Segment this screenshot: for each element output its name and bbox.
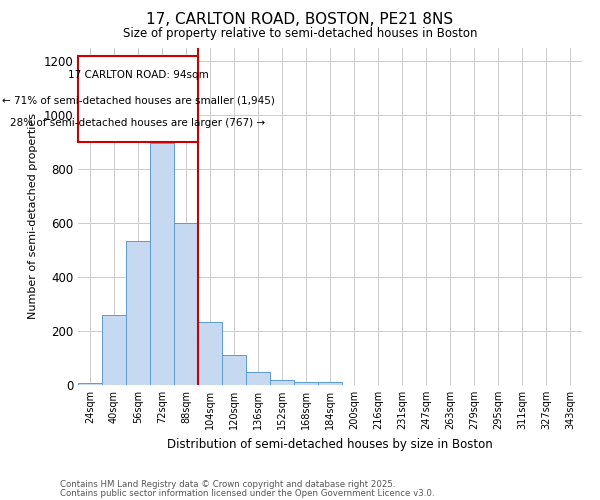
Text: Contains HM Land Registry data © Crown copyright and database right 2025.: Contains HM Land Registry data © Crown c… — [60, 480, 395, 489]
Text: 17, CARLTON ROAD, BOSTON, PE21 8NS: 17, CARLTON ROAD, BOSTON, PE21 8NS — [146, 12, 454, 28]
Y-axis label: Number of semi-detached properties: Number of semi-detached properties — [28, 114, 38, 320]
Text: ← 71% of semi-detached houses are smaller (1,945): ← 71% of semi-detached houses are smalle… — [2, 96, 274, 106]
Bar — [150, 144, 174, 385]
Text: 17 CARLTON ROAD: 94sqm: 17 CARLTON ROAD: 94sqm — [68, 70, 208, 80]
Bar — [78, 56, 198, 142]
Bar — [102, 315, 126, 385]
Bar — [222, 356, 246, 385]
X-axis label: Distribution of semi-detached houses by size in Boston: Distribution of semi-detached houses by … — [167, 438, 493, 450]
Bar — [174, 223, 198, 385]
Bar — [198, 322, 222, 385]
Text: Size of property relative to semi-detached houses in Boston: Size of property relative to semi-detach… — [123, 28, 477, 40]
Bar — [246, 372, 270, 385]
Text: 28% of semi-detached houses are larger (767) →: 28% of semi-detached houses are larger (… — [10, 118, 266, 128]
Text: Contains public sector information licensed under the Open Government Licence v3: Contains public sector information licen… — [60, 488, 434, 498]
Bar — [318, 382, 342, 385]
Bar — [78, 383, 102, 385]
Bar — [294, 382, 318, 385]
Bar — [270, 380, 294, 385]
Bar — [126, 240, 150, 385]
